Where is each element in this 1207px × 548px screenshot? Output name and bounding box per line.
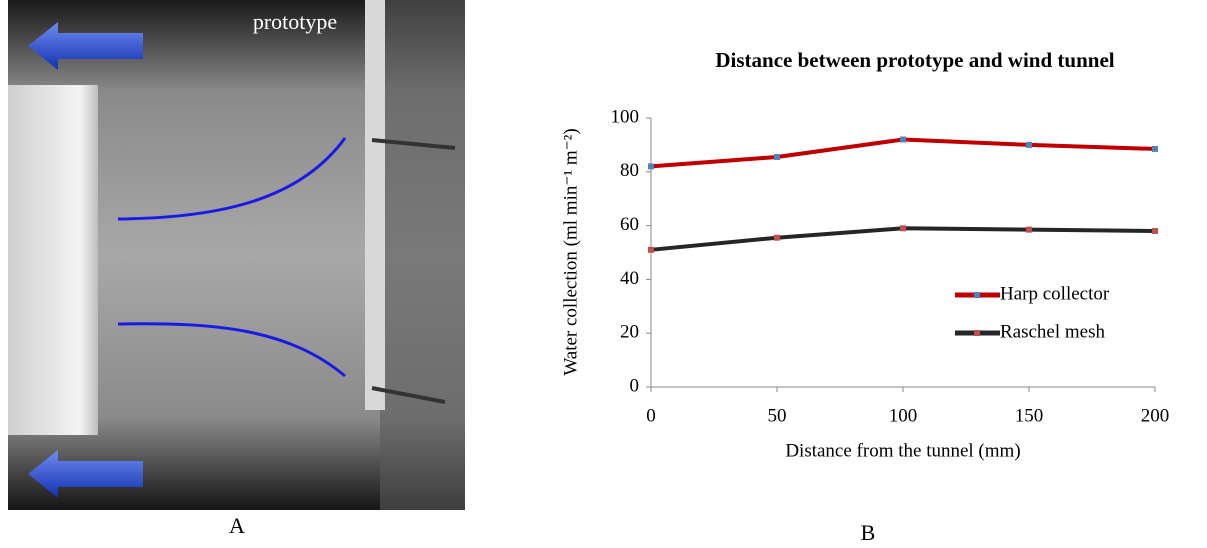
panel-label: A [229,513,245,538]
y-tick-label: 20 [620,322,639,343]
point-marker [648,246,654,253]
flow-line [117,137,347,221]
point-marker [1152,227,1158,234]
x-tick-label: 150 [1015,405,1044,426]
arrow [28,450,143,498]
arrow [28,22,143,70]
point-marker [900,225,906,232]
point-marker [774,234,780,241]
point-marker [900,136,906,143]
y-tick-label: 0 [630,375,640,396]
chart-title: Distance between prototype and wind tunn… [715,48,1114,72]
x-tick-label: 200 [1141,405,1170,426]
tunnel-outlet [8,85,98,435]
photo-shadow [380,0,465,510]
y-tick-label: 40 [620,268,639,289]
series-line [650,137,1156,169]
x-axis-label: Distance from the tunnel (mm) [785,440,1020,461]
legend-label: Raschel mesh [1000,321,1106,342]
y-tick-label: 60 [620,214,639,235]
flow-line [117,322,346,378]
prototype-frame [365,0,385,410]
legend-marker [974,292,980,298]
legend-label: Harp collector [1000,283,1110,304]
point-marker [774,154,780,161]
point-marker [1152,145,1158,152]
rod [371,138,456,150]
photo: prototype [8,0,465,510]
y-tick-label: 80 [620,160,639,181]
x-tick-label: 50 [768,405,787,426]
y-tick-label: 100 [611,106,640,127]
point-marker [648,163,654,170]
point-marker [1026,226,1032,233]
panel-label: B [861,520,876,545]
photo-annotation: prototype [253,9,337,34]
rod [371,386,446,404]
x-tick-label: 0 [646,405,656,426]
y-axis-label: Water collection (ml min⁻¹ m⁻²) [560,128,581,375]
legend-marker [974,330,980,336]
x-tick-label: 100 [889,405,918,426]
series-line [650,226,1156,252]
point-marker [1026,141,1032,148]
